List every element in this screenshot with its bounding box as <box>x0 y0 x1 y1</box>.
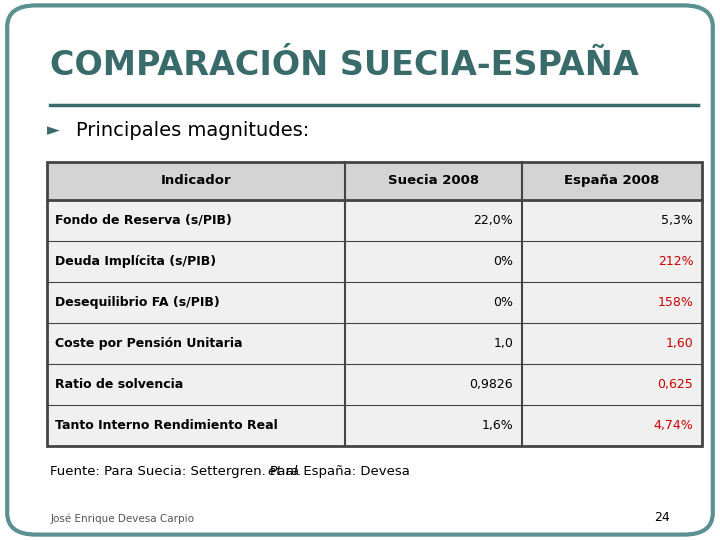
Text: 4,74%: 4,74% <box>654 419 693 432</box>
Text: 22,0%: 22,0% <box>474 214 513 227</box>
Text: 1,60: 1,60 <box>665 337 693 350</box>
Text: Principales magnitudes:: Principales magnitudes: <box>76 122 309 140</box>
Bar <box>47 405 702 446</box>
Text: 1,6%: 1,6% <box>482 419 513 432</box>
Text: Fuente: Para Suecia: Settergren. Para España: Devesa: Fuente: Para Suecia: Settergren. Para Es… <box>50 465 415 478</box>
Text: 0%: 0% <box>493 255 513 268</box>
Text: 5,3%: 5,3% <box>662 214 693 227</box>
Text: 1,0: 1,0 <box>493 337 513 350</box>
Bar <box>47 282 702 323</box>
Text: 158%: 158% <box>657 296 693 309</box>
Text: 0,625: 0,625 <box>657 378 693 391</box>
Text: Tanto Interno Rendimiento Real: Tanto Interno Rendimiento Real <box>55 419 278 432</box>
Text: COMPARACIÓN SUECIA-ESPAÑA: COMPARACIÓN SUECIA-ESPAÑA <box>50 49 639 82</box>
Text: Coste por Pensión Unitaria: Coste por Pensión Unitaria <box>55 337 243 350</box>
Text: 0,9826: 0,9826 <box>469 378 513 391</box>
Bar <box>47 241 702 282</box>
Bar <box>47 162 702 200</box>
Text: 0%: 0% <box>493 296 513 309</box>
Text: Indicador: Indicador <box>161 174 231 187</box>
Text: Ratio de solvencia: Ratio de solvencia <box>55 378 184 391</box>
Text: ►: ► <box>47 122 60 139</box>
Text: 212%: 212% <box>658 255 693 268</box>
Text: España 2008: España 2008 <box>564 174 660 187</box>
Text: 24: 24 <box>654 511 670 524</box>
Bar <box>47 200 702 241</box>
Text: Deuda Implícita (s/PIB): Deuda Implícita (s/PIB) <box>55 255 217 268</box>
Text: Desequilibrio FA (s/PIB): Desequilibrio FA (s/PIB) <box>55 296 220 309</box>
Text: Fondo de Reserva (s/PIB): Fondo de Reserva (s/PIB) <box>55 214 233 227</box>
Text: José Enrique Devesa Carpio: José Enrique Devesa Carpio <box>50 514 194 524</box>
Bar <box>47 364 702 405</box>
Bar <box>47 323 702 364</box>
Bar <box>47 162 702 446</box>
Text: Suecia 2008: Suecia 2008 <box>388 174 479 187</box>
Text: et al.: et al. <box>268 465 302 478</box>
